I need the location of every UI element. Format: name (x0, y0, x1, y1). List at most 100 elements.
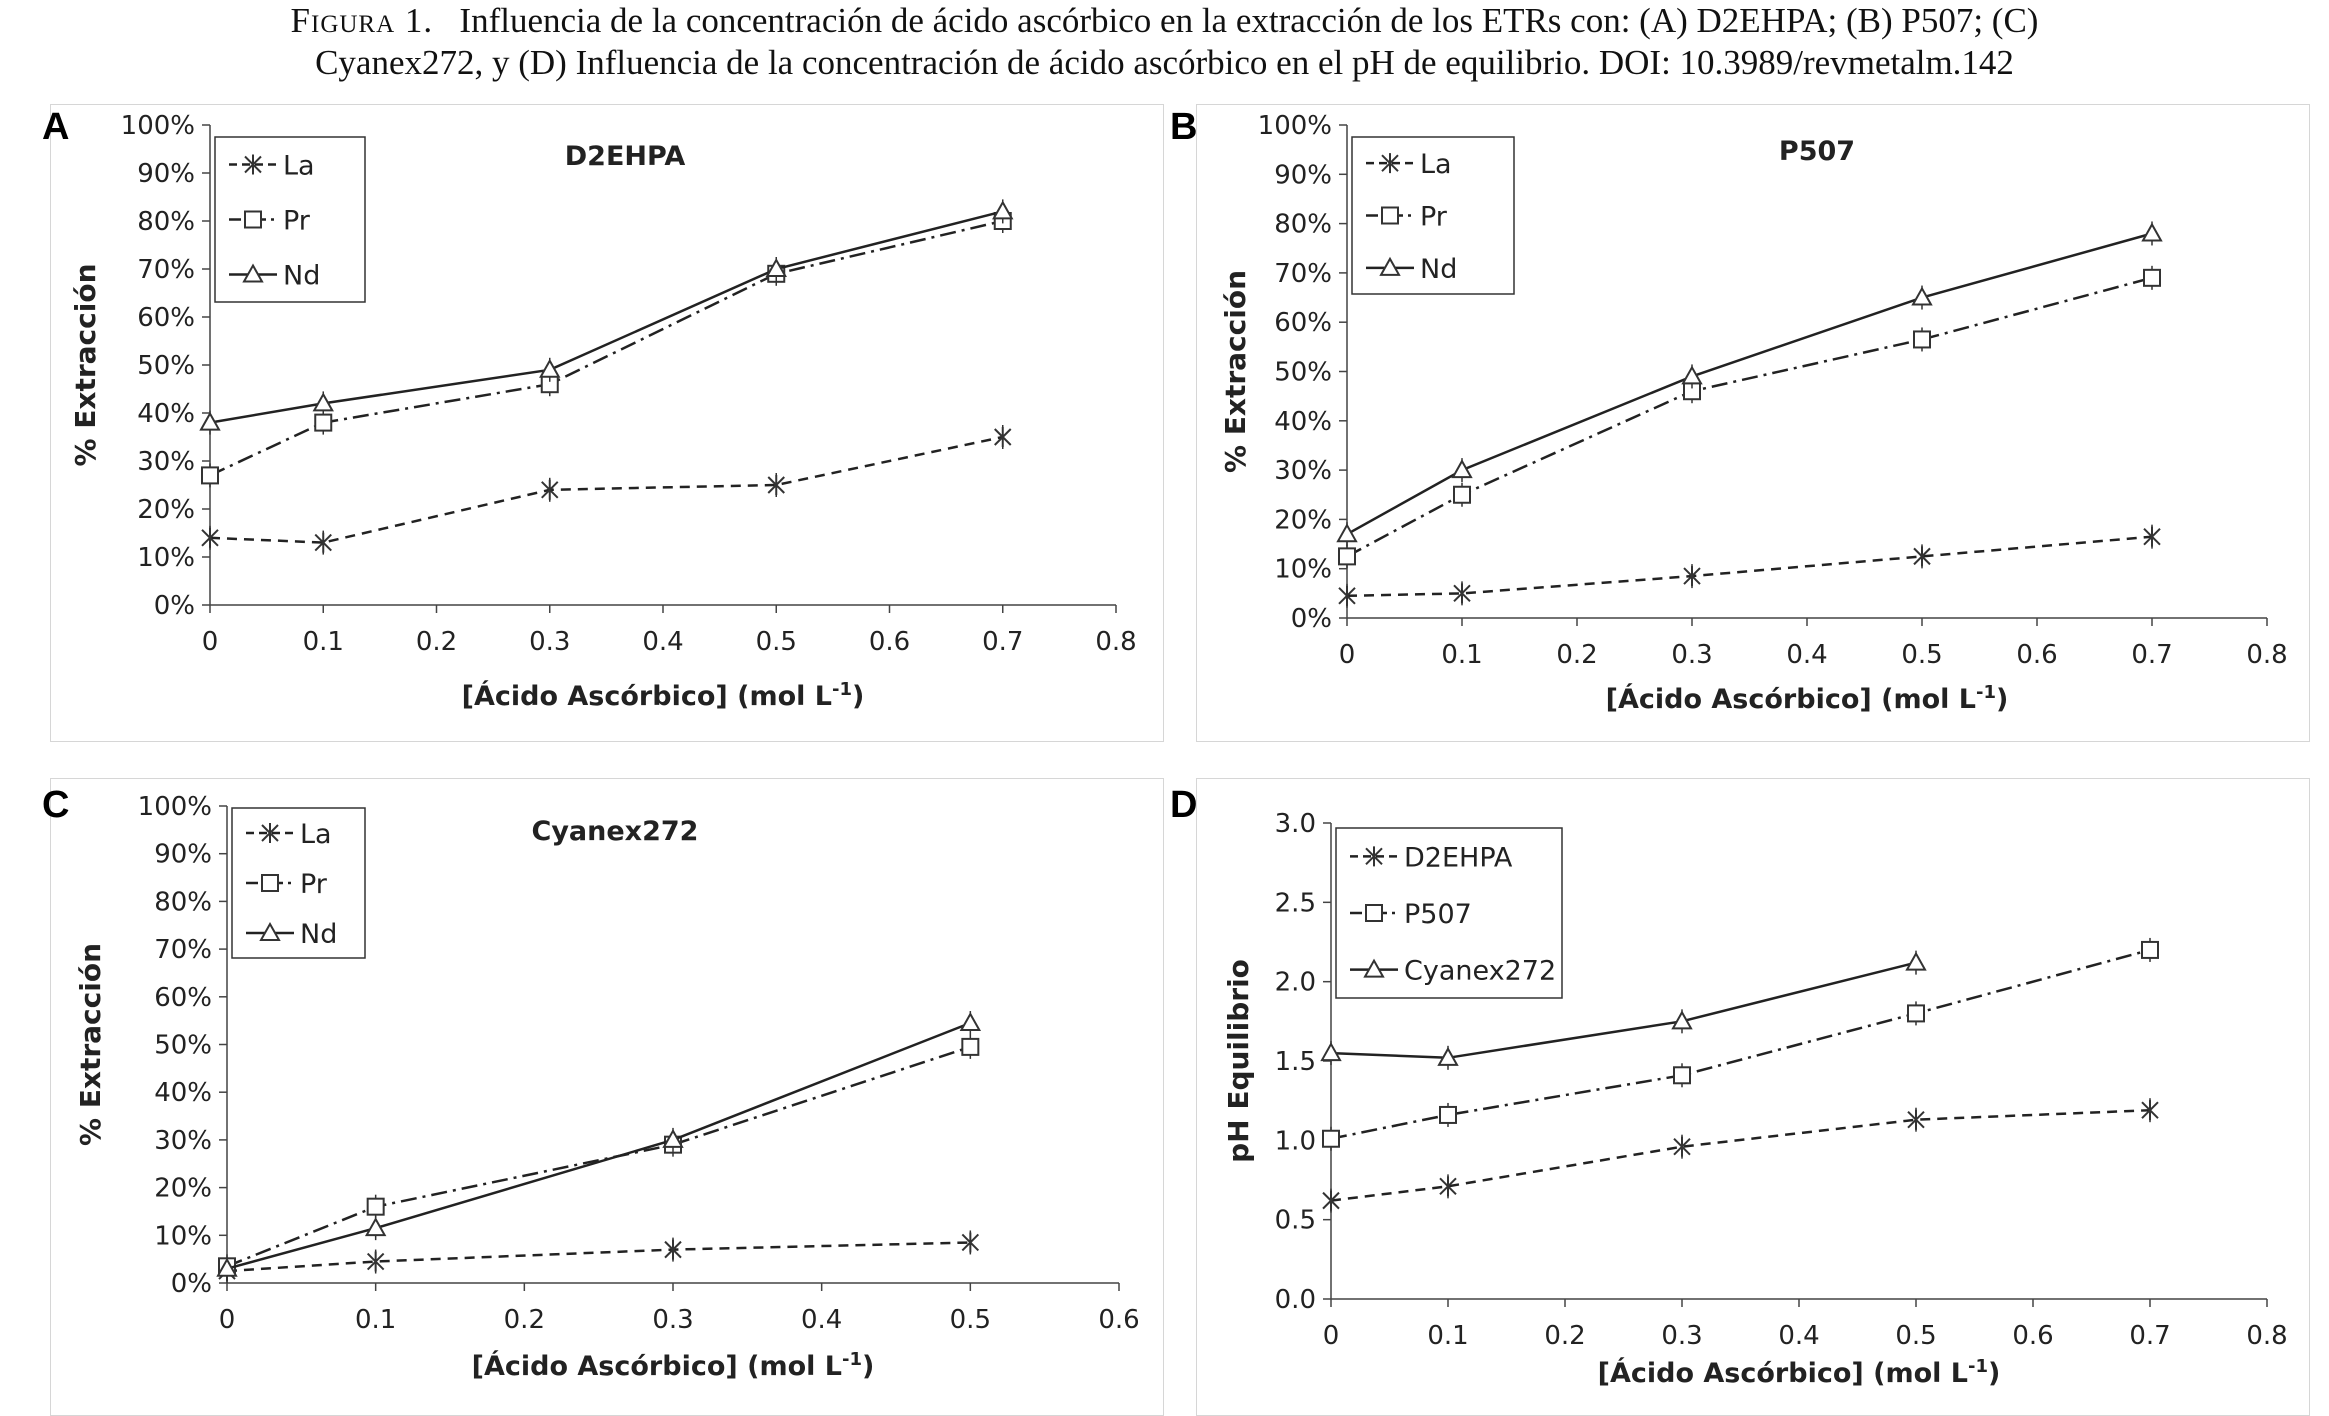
x-axis-label: [Ácido Ascórbico] (mol L-1) (1598, 1356, 2001, 1389)
legend-label-d2ehpa: D2EHPA (1404, 842, 1513, 873)
data-point-nd (765, 257, 787, 277)
x-tick-label: 0.3 (652, 1305, 693, 1335)
data-point-la (994, 427, 1012, 447)
data-point-nd (1451, 459, 1473, 479)
data-point-nd (662, 1128, 684, 1148)
legend-label-nd: Nd (283, 261, 320, 292)
data-point-nd (312, 392, 334, 412)
y-axis-label: % Extracción (74, 943, 107, 1146)
x-tick-label: 0 (1339, 640, 1356, 670)
chart-a: 0% 10% 20% 30% 40% 50% 60% 70% 80% 90% 100% 0 0.1 0.2… (69, 111, 1137, 712)
data-point-la (1913, 546, 1931, 567)
y-axis-label: % Extracción (69, 263, 102, 466)
y-tick-label: 30% (154, 1126, 212, 1156)
x-tick-label: 0.3 (1671, 640, 1712, 670)
series-line-cyanex272 (1330, 961, 1917, 1060)
series-line-d2ehpa (1330, 1108, 2151, 1202)
data-point-la (1683, 566, 1701, 587)
panel-label-a: A (42, 106, 70, 148)
x-tick-label: 0.1 (1427, 1321, 1468, 1351)
x-tick-label: 0.4 (1786, 640, 1827, 670)
caption-line-1: Figura 1. Influencia de la concentración… (0, 0, 2329, 42)
x-tick-label: 0.3 (529, 627, 570, 657)
x-axis-label: [Ácido Ascórbico] (mol L-1) (1606, 682, 2009, 715)
chart-title: P507 (1779, 136, 1855, 167)
series-line-pr (226, 1045, 971, 1268)
chart-title: D2EHPA (565, 141, 686, 172)
legend-marker-pr (1381, 206, 1399, 225)
y-tick-label: 10% (1274, 555, 1332, 585)
legend-marker-cyanex272 (1363, 958, 1385, 978)
legend-marker-d2ehpa (1365, 846, 1383, 867)
data-point-la (2143, 526, 2161, 547)
chart-title: Cyanex272 (532, 816, 699, 847)
y-tick-label: 20% (154, 1174, 212, 1204)
data-point-la (314, 532, 332, 553)
y-tick-label: 70% (137, 255, 195, 285)
x-tick-label: 0.6 (869, 627, 910, 657)
data-point-nd (364, 1217, 387, 1237)
data-point-p507 (1439, 1105, 1457, 1124)
data-point-cyanex272 (1437, 1046, 1459, 1066)
panel-label-d: D (1170, 784, 1198, 826)
y-tick-label: 90% (137, 159, 195, 189)
y-tick-label: 90% (154, 840, 212, 870)
x-tick-label: 0.7 (2131, 640, 2172, 670)
y-tick-label: 40% (1274, 407, 1332, 437)
y-axis-label: % Extracción (1219, 270, 1252, 473)
series-line-la (209, 435, 1003, 544)
y-tick-label: 80% (1274, 210, 1332, 240)
chart-b: 0% 10% 20% 30% 40% 50% 60% 70% 80% 90% 100% 0 0.1 0.2… (1219, 111, 2288, 715)
x-tick-label: 0.2 (416, 627, 457, 657)
y-tick-label: 0% (1291, 604, 1332, 634)
x-tick-label: 0.5 (1895, 1321, 1936, 1351)
y-tick-label: 40% (137, 399, 195, 429)
x-axis-label: [Ácido Ascórbico] (mol L-1) (462, 679, 865, 712)
data-point-pr (961, 1037, 980, 1056)
data-point-nd (1336, 523, 1358, 543)
y-tick-label: 0% (171, 1269, 212, 1299)
data-point-d2ehpa (1673, 1136, 1691, 1157)
x-tick-label: 0.6 (2012, 1321, 2053, 1351)
x-tick-label: 0.8 (1095, 627, 1136, 657)
chart-c: 0% 10% 20% 30% 40% 50% 60% 70% 80% 90% 100% 0 0.1 0.2… (74, 792, 1140, 1382)
legend-marker-pr (261, 874, 279, 892)
data-point-la (1453, 583, 1471, 604)
y-tick-label: 60% (137, 303, 195, 333)
y-tick-label: 20% (137, 495, 195, 525)
y-tick-label: 10% (137, 543, 195, 573)
x-tick-label: 0.4 (642, 627, 683, 657)
data-point-d2ehpa (2141, 1100, 2159, 1121)
legend-marker-pr (244, 210, 262, 229)
legend-label-pr: Pr (1420, 202, 1448, 233)
data-point-cyanex272 (1320, 1042, 1342, 1062)
caption-lead: Figura 1. (290, 1, 434, 40)
legend-marker-la (261, 823, 279, 843)
y-tick-label: 30% (137, 447, 195, 477)
y-tick-label: 1.5 (1275, 1047, 1316, 1077)
x-tick-label: 0.1 (1441, 640, 1482, 670)
legend-label-cyanex272: Cyanex272 (1404, 956, 1556, 987)
y-tick-label: 0.5 (1275, 1206, 1316, 1236)
data-point-cyanex272 (1905, 951, 1927, 971)
data-point-p507 (2141, 940, 2159, 959)
legend-marker-nd (259, 921, 281, 941)
y-tick-label: 100% (138, 792, 212, 822)
y-tick-label: 70% (154, 935, 212, 965)
data-point-pr (201, 466, 219, 485)
series-line-la (226, 1241, 971, 1273)
x-tick-label: 0.7 (982, 627, 1023, 657)
data-point-pr (314, 413, 333, 432)
x-tick-label: 0.8 (2246, 640, 2287, 670)
y-tick-label: 3.0 (1275, 809, 1316, 839)
data-point-pr (2143, 268, 2161, 287)
y-tick-label: 2.5 (1275, 888, 1316, 918)
y-axis-label: pH Equilibrio (1222, 959, 1255, 1163)
data-point-pr (1453, 485, 1471, 504)
data-point-p507 (1673, 1066, 1691, 1085)
data-point-d2ehpa (1439, 1176, 1457, 1197)
x-tick-label: 0.6 (1098, 1305, 1139, 1335)
data-point-p507 (1907, 1004, 1925, 1023)
data-point-nd (992, 200, 1014, 220)
